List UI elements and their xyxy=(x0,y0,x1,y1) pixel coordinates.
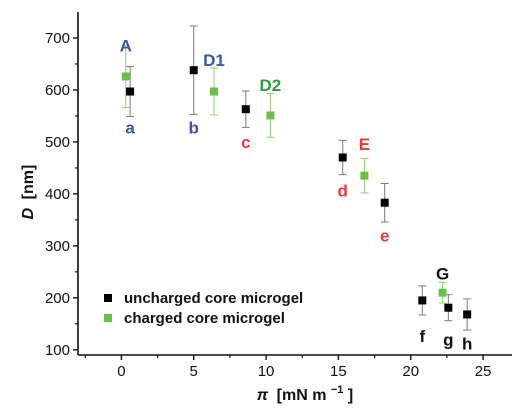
data-points xyxy=(121,66,472,319)
legend-label: uncharged core microgel xyxy=(124,290,303,307)
point-annotation: a xyxy=(125,118,135,137)
point-annotation: E xyxy=(359,135,370,154)
data-point xyxy=(418,296,427,305)
data-point xyxy=(380,198,389,207)
data-point xyxy=(126,87,135,96)
legend-label: charged core microgel xyxy=(124,310,285,327)
x-tick-label: 5 xyxy=(190,363,198,380)
x-axis-exponent: −1 xyxy=(331,384,344,396)
x-tick-label: 20 xyxy=(402,363,419,380)
point-annotation: b xyxy=(189,118,199,137)
y-tick-label: 400 xyxy=(45,186,70,203)
point-annotation: h xyxy=(462,335,472,354)
point-annotation: D2 xyxy=(260,76,282,95)
y-tick-label: 200 xyxy=(45,290,70,307)
point-annotation: A xyxy=(120,36,132,55)
point-annotation: e xyxy=(380,226,389,245)
error-bars xyxy=(121,25,472,331)
data-point xyxy=(121,72,130,81)
point-annotation: c xyxy=(241,133,250,152)
x-axis-symbol: π xyxy=(257,387,269,404)
data-point xyxy=(463,310,472,319)
x-axis-unit: [mN m xyxy=(277,387,327,404)
data-point xyxy=(266,111,275,120)
y-tick-label: 700 xyxy=(45,30,70,47)
data-point xyxy=(338,153,347,162)
y-tick-label: 300 xyxy=(45,238,70,255)
data-point xyxy=(241,105,250,114)
x-tick-label: 15 xyxy=(330,363,347,380)
point-annotation: D1 xyxy=(203,51,225,70)
point-annotation: G xyxy=(436,264,449,283)
x-axis-title: π [mN m −1 ] xyxy=(257,380,353,404)
x-tick-label: 25 xyxy=(475,363,492,380)
y-axis-unit: [nm] xyxy=(20,165,37,200)
data-point xyxy=(209,87,218,96)
x-tick-label: 10 xyxy=(258,363,275,380)
point-annotations: Aa b D1 c D2 Ed e Gf g h xyxy=(120,36,473,353)
legend-marker xyxy=(104,294,112,302)
legend-marker xyxy=(104,314,112,322)
y-axis-symbol: D xyxy=(20,207,37,219)
x-tick-label: 0 xyxy=(117,363,125,380)
y-tick-label: 500 xyxy=(45,134,70,151)
data-point xyxy=(444,303,453,312)
axes: 100 200 300 400 500 600 700 0 5 10 15 20 25 xyxy=(45,12,512,380)
x-axis-close: ] xyxy=(348,387,353,404)
y-tick-label: 100 xyxy=(45,342,70,359)
y-tick-label: 600 xyxy=(45,82,70,99)
data-point xyxy=(438,288,447,297)
data-point xyxy=(189,66,198,75)
data-point xyxy=(360,171,369,180)
point-annotation: f xyxy=(419,327,425,346)
point-annotation: g xyxy=(443,330,453,349)
legend: uncharged core microgel charged core micr… xyxy=(104,290,303,327)
y-axis-title: D [nm] xyxy=(20,165,37,220)
point-annotation: d xyxy=(338,181,348,200)
